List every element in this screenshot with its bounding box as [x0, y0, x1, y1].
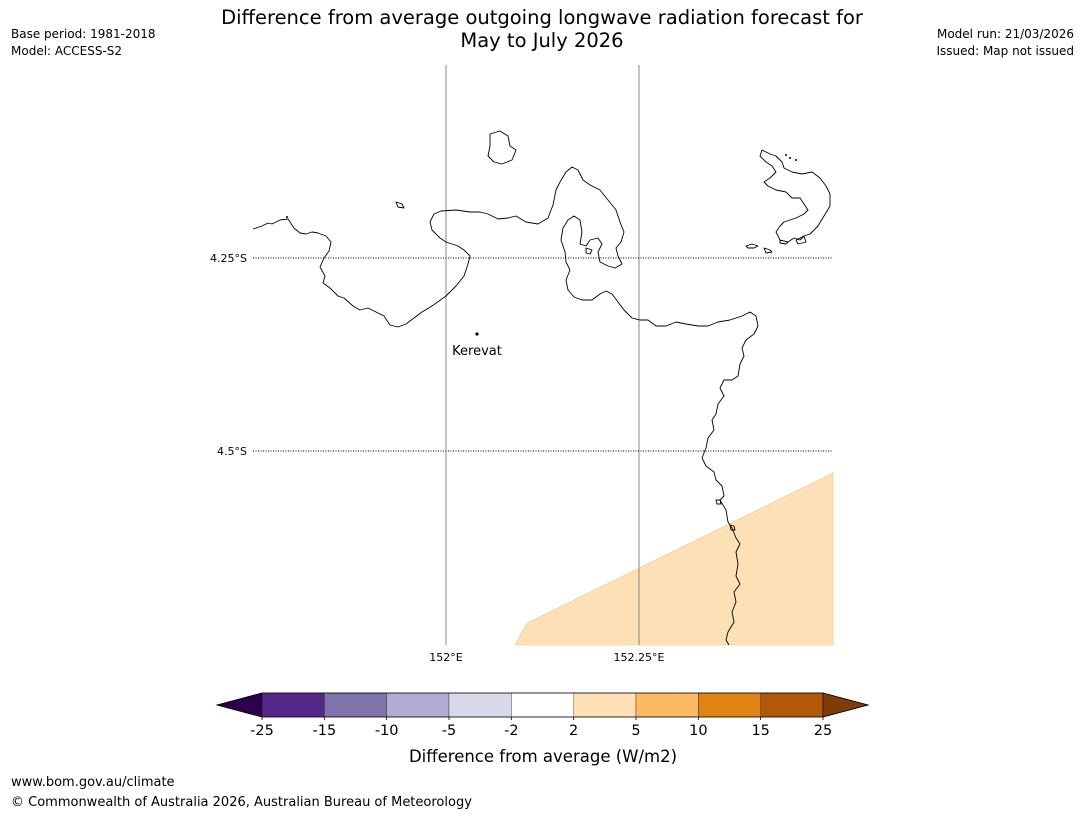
lat-label-4-25: 4.25°S — [210, 252, 247, 265]
colorbar-bin — [635, 692, 699, 718]
colorbar: -25 -15 -10 -5 -2 2 5 10 15 25 — [215, 692, 870, 739]
islet-1 — [785, 154, 787, 156]
colorbar-bin — [760, 692, 824, 718]
colorbar-bin — [386, 692, 450, 718]
colorbar-bin — [511, 692, 574, 718]
footer-copyright: © Commonwealth of Australia 2026, Austra… — [11, 795, 472, 810]
islet-2 — [789, 157, 791, 159]
kerevat-marker — [475, 332, 479, 336]
islet-4 — [286, 216, 288, 218]
title-line-1: Difference from average outgoing longwav… — [221, 6, 863, 29]
colorbar-bin — [324, 692, 387, 718]
kerevat-label: Kerevat — [452, 344, 502, 359]
colorbar-tick-label: 2 — [569, 723, 578, 739]
base-period: Base period: 1981-2018 — [11, 27, 156, 41]
colorbar-bin — [448, 692, 512, 718]
colorbar-tick-label: 25 — [814, 723, 832, 739]
colorbar-extend-low — [215, 692, 263, 718]
colorbar-tick-label: -10 — [375, 723, 399, 739]
colorbar-tick-label: 5 — [631, 723, 640, 739]
colorbar-tick-label: -25 — [250, 723, 274, 739]
model-run: Model run: 21/03/2026 — [936, 27, 1074, 41]
colorbar-bin — [573, 692, 637, 718]
colorbar-tick-label: -2 — [504, 723, 518, 739]
meta-left: Base period: 1981-2018 Model: ACCESS-S2 — [11, 26, 156, 60]
meta-right: Model run: 21/03/2026 Issued: Map not is… — [936, 26, 1074, 60]
colorbar-tick-label: 10 — [689, 723, 707, 739]
map-title: Difference from average outgoing longwav… — [142, 6, 942, 52]
islet-3 — [795, 159, 797, 161]
issued-status: Issued: Map not issued — [936, 44, 1074, 58]
lon-label-152-25: 152.25°E — [614, 651, 665, 664]
lon-label-152: 152°E — [429, 651, 462, 664]
title-line-2: May to July 2026 — [460, 29, 624, 52]
colorbar-bin — [698, 692, 761, 718]
anomaly-shade-region — [514, 472, 834, 646]
lat-label-4-5: 4.5°S — [217, 445, 247, 458]
colorbar-title: Difference from average (W/m2) — [409, 747, 677, 766]
model-name: Model: ACCESS-S2 — [11, 44, 123, 58]
colorbar-extend-high — [822, 692, 870, 718]
colorbar-tick-label: -15 — [312, 723, 336, 739]
colorbar-tick-label: -5 — [442, 723, 456, 739]
coastline — [252, 130, 831, 646]
colorbar-tick-label: 15 — [751, 723, 769, 739]
colorbar-bin — [261, 692, 325, 718]
footer-url: www.bom.gov.au/climate — [11, 775, 175, 790]
